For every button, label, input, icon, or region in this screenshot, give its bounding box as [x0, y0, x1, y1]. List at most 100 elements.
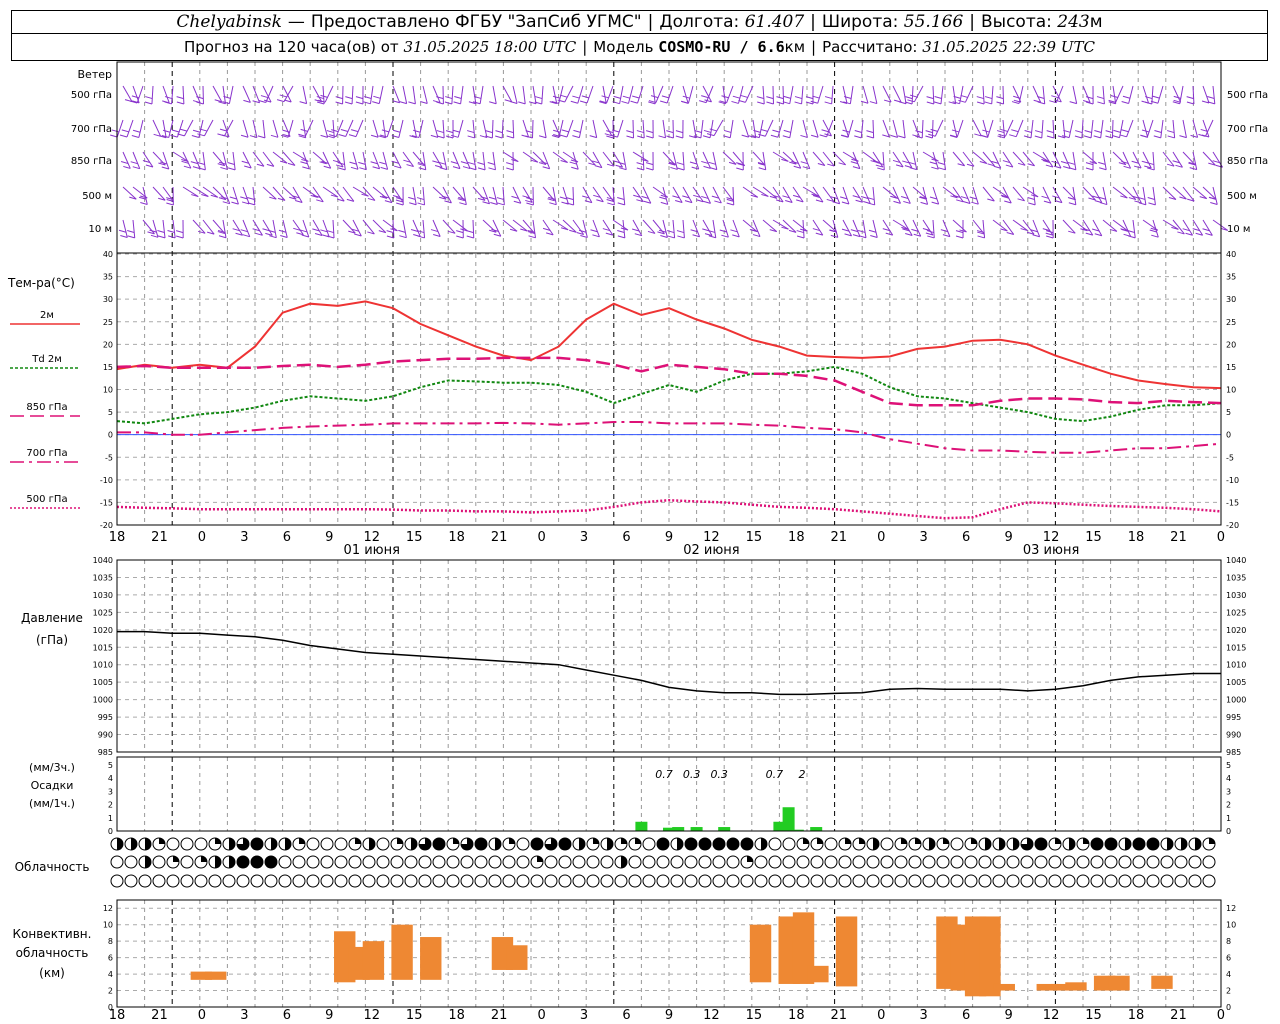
wind-barb-staff: [882, 85, 892, 103]
cloud-cover-circle: [838, 855, 852, 869]
wind-barb-staff: [1112, 219, 1128, 232]
time-tick-label: 0: [537, 530, 545, 545]
wind-barb-feather: [621, 100, 629, 104]
cloud-cover-circle: [320, 874, 334, 888]
wind-barb-feather: [645, 130, 654, 134]
wind-barb-staff: [592, 151, 603, 168]
wind-barb-staff: [1012, 186, 1025, 202]
wind-barb-staff: [564, 85, 574, 103]
conv-frame: [116, 899, 1222, 1008]
cloud-cover-fill: [929, 838, 935, 850]
wind-barb-feather: [1096, 96, 1105, 100]
wind-barb-staff: [542, 151, 551, 169]
wind-barb-staff: [1112, 186, 1128, 199]
wind-barb-feather: [540, 161, 548, 165]
wind-barb-feather: [244, 165, 252, 169]
wind-barb-feather: [1220, 227, 1228, 231]
wind-barb-staff: [168, 119, 174, 138]
cloud-cover-circle: [1104, 855, 1118, 869]
wind-barb-feather: [551, 101, 559, 104]
wind-barb-feather: [398, 229, 406, 233]
wind-barb-feather: [646, 135, 654, 139]
wind-barb-staff: [1182, 119, 1187, 138]
wind-barb-staff: [232, 219, 243, 236]
cloud-cover-fill: [1147, 838, 1159, 850]
cloud-cover-circle: [1174, 855, 1188, 869]
y-tick-label: 40: [1226, 250, 1236, 259]
wind-barb-feather: [123, 165, 131, 169]
cloud-cover-circle: [320, 837, 334, 851]
wind-barb-feather: [354, 233, 362, 237]
wind-barb-staff: [987, 119, 994, 138]
wind-barb-feather: [617, 197, 625, 201]
wind-barb-feather: [648, 101, 656, 105]
wind-barb-feather: [636, 199, 644, 203]
cloud-cover-circle: [1132, 874, 1146, 888]
wind-barb-staff: [362, 186, 376, 201]
precip-bar: [663, 827, 675, 831]
wind-barb-feather: [416, 197, 425, 201]
wind-barb-feather: [300, 128, 308, 132]
cloud-cover-circle: [1104, 874, 1118, 888]
wind-barb-staff: [362, 219, 375, 235]
wind-barb-feather: [370, 134, 379, 138]
wind-barb-feather: [675, 135, 683, 139]
wind-barb-staff: [1092, 186, 1103, 203]
wind-barb-feather: [566, 197, 574, 201]
wind-barb-staff: [687, 85, 694, 104]
wind-barb-feather: [666, 130, 674, 134]
wind-barb-feather: [557, 99, 565, 103]
wind-barb-feather: [892, 159, 901, 163]
wind-barb-feather: [1017, 162, 1026, 166]
wind-barb-feather: [337, 162, 345, 165]
cloud-cover-fill: [593, 838, 599, 844]
wind-barb-staff: [962, 186, 971, 204]
wind-barb-feather: [314, 233, 323, 237]
wind-barb-feather: [1200, 128, 1208, 132]
cloud-cover-fill: [817, 838, 823, 844]
time-tick-label: 9: [1004, 1008, 1012, 1023]
wind-barb-feather: [897, 135, 906, 139]
wind-barb-feather: [926, 230, 935, 234]
wind-barb-feather: [495, 135, 503, 139]
wind-barb-feather: [852, 166, 861, 170]
wind-barb-staff: [232, 186, 239, 205]
cloud-cover-circle: [460, 874, 474, 888]
cloud-cover-circle: [348, 874, 362, 888]
wind-barb-feather: [127, 230, 135, 234]
wind-barb-staff: [492, 151, 496, 170]
header-row-2: Прогноз на 120 часа(ов) от 31.05.2025 18…: [11, 34, 1268, 61]
wind-barb-staff: [764, 119, 774, 137]
precip-label: 2: [799, 768, 806, 781]
cloud-cover-fill: [1083, 838, 1089, 844]
wind-barb-feather: [1110, 95, 1118, 98]
wind-barb-feather: [359, 167, 367, 171]
time-tick-label: 21: [491, 530, 508, 545]
wind-barb-staff: [324, 85, 334, 103]
wind-barb-feather: [331, 129, 339, 133]
wind-barb-staff: [1068, 119, 1074, 138]
wind-barb-feather: [392, 195, 401, 198]
wind-barb-feather: [553, 129, 561, 133]
cloud-cover-fill: [713, 838, 725, 850]
wind-barb-feather: [1123, 165, 1131, 169]
wind-barb-feather: [800, 134, 808, 138]
wind-barb-feather: [760, 128, 768, 132]
wind-barb-feather: [902, 228, 910, 232]
time-tick-label: 18: [448, 530, 465, 545]
wind-barb-feather: [1041, 195, 1049, 199]
wind-barb-feather: [444, 101, 453, 105]
wind-barb-feather: [252, 228, 260, 232]
wind-barb-feather: [120, 234, 128, 238]
wind-barb-feather: [511, 195, 519, 199]
cloud-cover-circle: [768, 874, 782, 888]
wind-barb-feather: [545, 232, 554, 236]
wind-barb-feather: [302, 166, 310, 170]
wind-barb-staff: [136, 85, 144, 104]
cloud-cover-circle: [796, 874, 810, 888]
wind-barb-staff: [312, 85, 323, 103]
convective-cloud-bar: [391, 924, 413, 980]
wind-barb-feather: [378, 135, 386, 139]
wind-barb-feather: [569, 161, 577, 165]
cloud-cover-fill: [621, 856, 627, 868]
